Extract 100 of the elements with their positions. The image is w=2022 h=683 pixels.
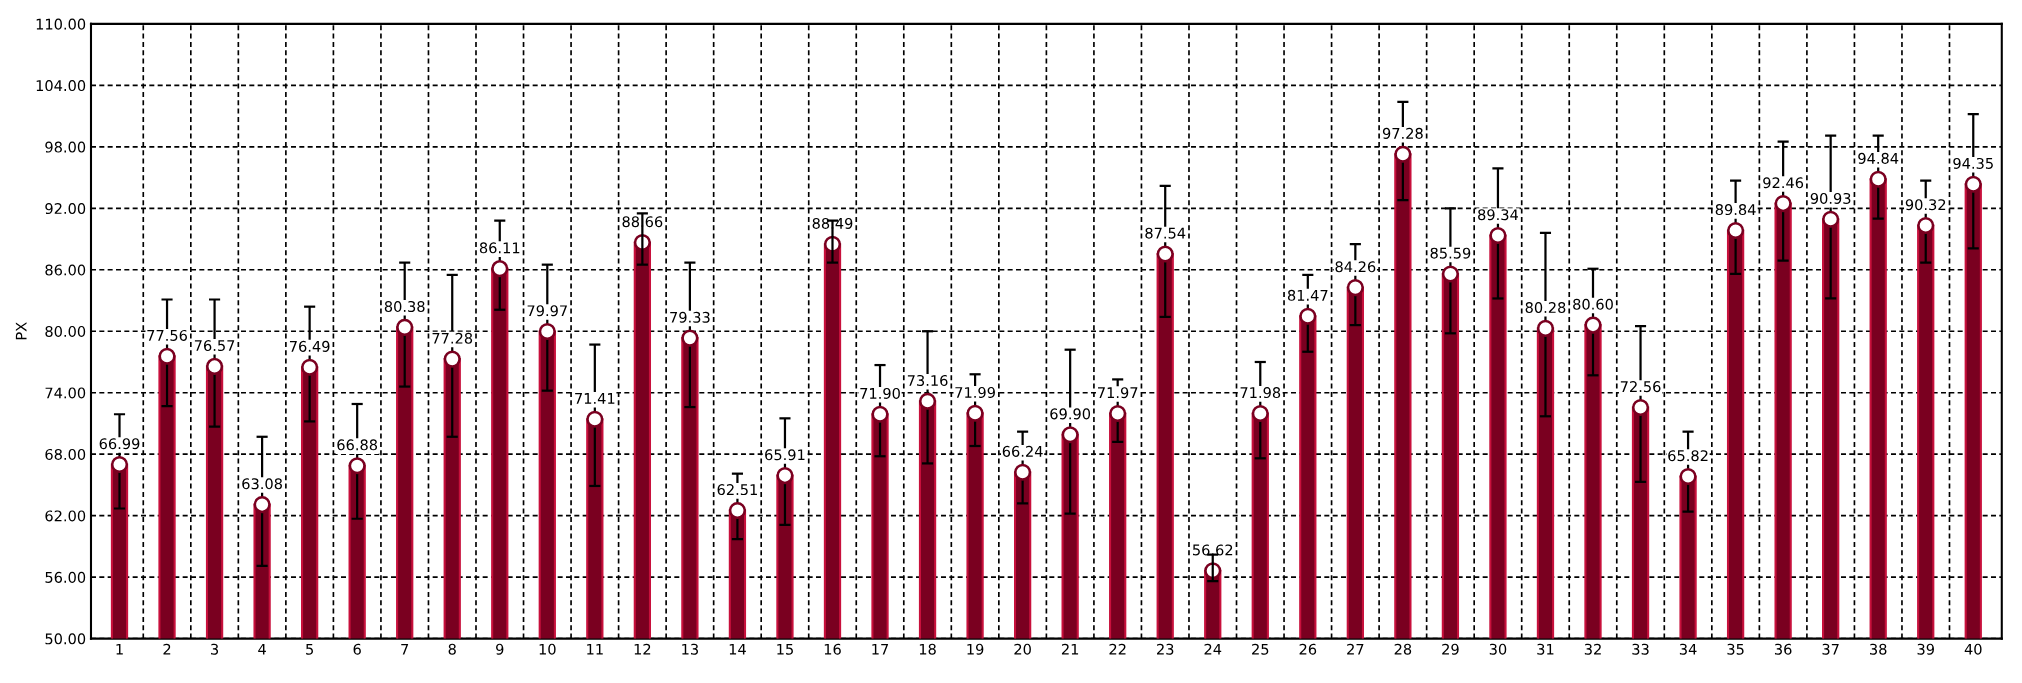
x-tick-label: 17 [872, 643, 889, 655]
x-tick-label: 21 [1061, 643, 1079, 655]
data-label: 56.62 [1193, 544, 1233, 556]
point [110, 456, 129, 474]
data-label: 63.08 [242, 478, 282, 490]
data-label: 94.84 [1858, 152, 1899, 164]
x-tick-label: 29 [1442, 643, 1459, 655]
point [1394, 145, 1412, 163]
data-label: 79.97 [527, 305, 567, 317]
x-tick-label: 11 [587, 643, 603, 655]
point [1489, 227, 1507, 245]
point [1299, 307, 1317, 325]
point [1441, 265, 1459, 283]
y-tick-label: 86.00 [45, 264, 86, 276]
data-label: 92.46 [1763, 177, 1804, 189]
x-tick-label: 13 [682, 643, 698, 655]
x-tick-label: 26 [1299, 643, 1317, 655]
x-tick-label: 38 [1870, 643, 1887, 655]
point [1632, 398, 1650, 417]
y-tick-label: 110.00 [36, 18, 86, 30]
x-tick-label: 10 [539, 643, 556, 655]
x-tick-label: 37 [1822, 643, 1839, 655]
x-tick-label: 28 [1394, 643, 1412, 655]
point [253, 496, 271, 514]
data-label: 76.57 [194, 340, 235, 352]
data-label: 90.93 [1810, 192, 1851, 204]
point [158, 347, 176, 365]
data-label: 80.60 [1573, 298, 1613, 310]
point [728, 501, 746, 519]
data-label: 71.99 [955, 386, 995, 398]
x-tick-label: 9 [496, 643, 504, 655]
x-tick-label: 4 [258, 643, 266, 655]
y-tick-label: 56.00 [45, 571, 86, 583]
point [206, 357, 224, 375]
x-tick-label: 20 [1014, 643, 1031, 655]
data-label: 71.41 [575, 393, 615, 404]
data-label: 87.54 [1145, 227, 1186, 239]
point [491, 260, 509, 278]
x-tick-label: 34 [1679, 643, 1697, 655]
x-tick-label: 2 [163, 643, 171, 655]
x-tick-label: 3 [211, 643, 219, 655]
x-tick-label: 23 [1157, 643, 1174, 655]
y-axis-title: PX [15, 322, 27, 340]
y-tick-label: 62.00 [45, 510, 86, 522]
data-label: 77.28 [432, 332, 473, 344]
x-tick-label: 31 [1537, 643, 1554, 655]
point [1822, 210, 1840, 228]
point [1727, 221, 1745, 239]
data-label: 73.16 [907, 374, 948, 387]
point [586, 410, 604, 428]
point [1014, 463, 1032, 481]
data-label: 71.90 [860, 387, 900, 399]
y-tick-label: 104.00 [36, 80, 86, 92]
data-label: 89.84 [1715, 204, 1756, 216]
point [871, 405, 889, 423]
y-tick-label: 68.00 [45, 448, 86, 460]
point [681, 329, 699, 347]
data-label: 69.90 [1050, 408, 1091, 420]
data-label: 89.34 [1478, 209, 1518, 221]
point [348, 457, 366, 475]
point [1964, 175, 1982, 193]
y-tick-label: 98.00 [45, 141, 86, 153]
point [1679, 468, 1697, 486]
point [1061, 426, 1079, 444]
data-label: 66.88 [337, 439, 378, 451]
data-label: 86.11 [479, 242, 520, 254]
point [538, 323, 556, 341]
data-label: 66.99 [99, 438, 140, 450]
x-tick-label: 1 [116, 643, 123, 655]
data-label: 76.49 [289, 340, 330, 352]
x-tick-label: 27 [1347, 643, 1364, 655]
x-tick-label: 14 [729, 643, 746, 655]
data-label: 85.59 [1430, 247, 1471, 259]
point [1536, 319, 1555, 337]
point [919, 392, 937, 410]
point [1917, 216, 1935, 235]
data-label: 65.91 [765, 449, 805, 461]
x-tick-label: 16 [824, 643, 841, 655]
x-tick-label: 35 [1727, 643, 1744, 655]
data-label: 66.24 [1002, 445, 1043, 457]
point [966, 404, 984, 422]
x-tick-label: 24 [1204, 643, 1222, 655]
x-tick-label: 15 [777, 643, 793, 655]
y-tick-label: 74.00 [45, 387, 86, 399]
x-tick-label: 12 [634, 643, 651, 655]
data-label: 71.97 [1098, 387, 1138, 399]
point [776, 467, 794, 485]
x-tick-label: 18 [919, 643, 936, 655]
point [443, 350, 461, 368]
point [1774, 195, 1792, 213]
point [396, 318, 414, 336]
point [1584, 316, 1602, 334]
x-tick-label: 30 [1489, 643, 1507, 655]
data-label: 77.56 [147, 329, 187, 341]
y-tick-label: 92.00 [45, 203, 86, 215]
x-tick-label: 19 [967, 643, 984, 655]
data-label: 71.98 [1240, 387, 1281, 399]
data-label: 84.26 [1335, 261, 1376, 273]
x-tick-label: 8 [448, 643, 456, 655]
x-tick-label: 39 [1917, 643, 1934, 655]
